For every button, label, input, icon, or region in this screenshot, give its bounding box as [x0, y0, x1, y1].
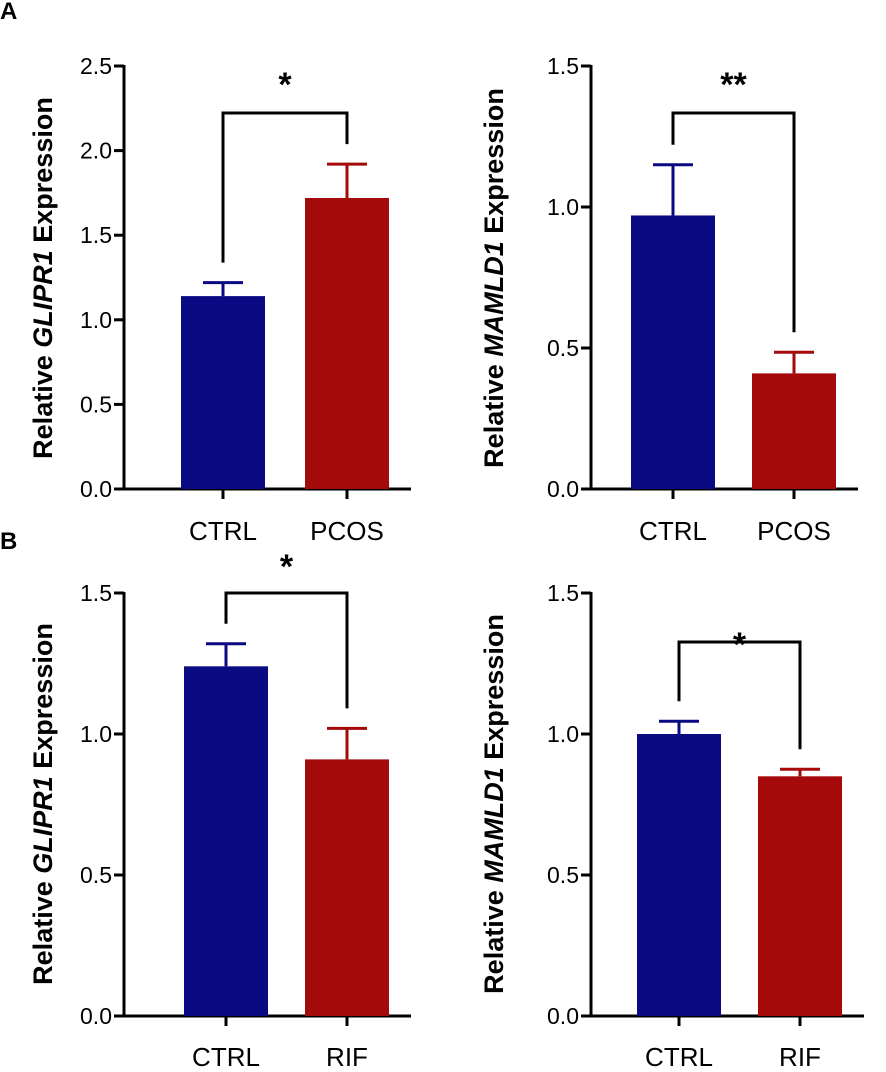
x-tick-label: RIF [326, 1042, 368, 1072]
y-tick-label: 1.5 [80, 580, 112, 606]
bar-ctrl [184, 666, 268, 1016]
significance-bracket [677, 640, 802, 750]
y-tick-label: 1.0 [547, 721, 579, 747]
y-tick-label: 0.5 [547, 335, 579, 361]
y-axis-label-prefix: Relative [479, 883, 509, 994]
y-axis-label-suffix: Expression [479, 614, 509, 767]
y-axis-label-prefix: Relative [28, 348, 58, 459]
bar-ctrl [637, 734, 721, 1016]
significance-bracket [221, 111, 349, 263]
x-tick-label: CTRL [192, 1042, 260, 1072]
y-axis-label: Relative MAMLD1 Expression [479, 614, 509, 994]
y-tick-label: 0.0 [80, 1003, 112, 1029]
x-tick-label: RIF [779, 1042, 821, 1072]
panel-letter-a: A [0, 0, 18, 25]
y-axis-label-gene: MAMLD1 [479, 767, 509, 883]
bar-ctrl [181, 296, 265, 489]
significance-bracket [671, 111, 796, 333]
y-tick-label: 2.5 [80, 53, 112, 79]
significance-marker: * [280, 548, 294, 586]
x-tick-label: PCOS [757, 516, 831, 546]
y-axis-label-suffix: Expression [479, 88, 509, 241]
significance-marker: * [278, 66, 292, 104]
y-tick-label: 1.0 [80, 307, 112, 333]
bar-pcos [752, 373, 836, 489]
y-axis-label: Relative MAMLD1 Expression [479, 88, 509, 468]
y-tick-label: 0.0 [547, 1003, 579, 1029]
significance-marker: * [733, 626, 747, 664]
y-tick-label: 2.0 [80, 138, 112, 164]
y-axis-label-prefix: Relative [28, 874, 58, 985]
significance-bracket [224, 591, 349, 709]
y-axis-label-gene: MAMLD1 [479, 241, 509, 357]
y-axis-label-gene: GLIPR1 [28, 776, 58, 874]
bar-pcos [305, 197, 389, 489]
y-tick-label: 0.5 [80, 862, 112, 888]
y-tick-label: 1.5 [547, 580, 579, 606]
y-tick-label: 0.0 [80, 476, 112, 502]
x-tick-label: CTRL [645, 1042, 713, 1072]
bar-rif [758, 776, 842, 1016]
y-axis-label-gene: GLIPR1 [28, 250, 58, 348]
bar-rif [305, 759, 389, 1016]
y-tick-label: 1.0 [547, 194, 579, 220]
y-axis-label-suffix: Expression [28, 97, 58, 250]
x-tick-label: CTRL [639, 516, 707, 546]
y-tick-label: 1.0 [80, 721, 112, 747]
y-axis-label-suffix: Expression [28, 623, 58, 776]
y-tick-label: 0.0 [547, 476, 579, 502]
x-tick-label: PCOS [310, 516, 384, 546]
bar-ctrl [631, 215, 715, 489]
y-axis-label-prefix: Relative [479, 357, 509, 468]
x-tick-label: CTRL [189, 516, 257, 546]
y-axis-label: Relative GLIPR1 Expression [28, 97, 58, 459]
significance-marker: ** [720, 66, 747, 104]
y-axis-label: Relative GLIPR1 Expression [28, 623, 58, 985]
panel-letter-b: B [0, 528, 18, 555]
y-tick-label: 1.5 [547, 53, 579, 79]
y-tick-label: 0.5 [80, 391, 112, 417]
y-tick-label: 0.5 [547, 862, 579, 888]
y-tick-label: 1.5 [80, 222, 112, 248]
